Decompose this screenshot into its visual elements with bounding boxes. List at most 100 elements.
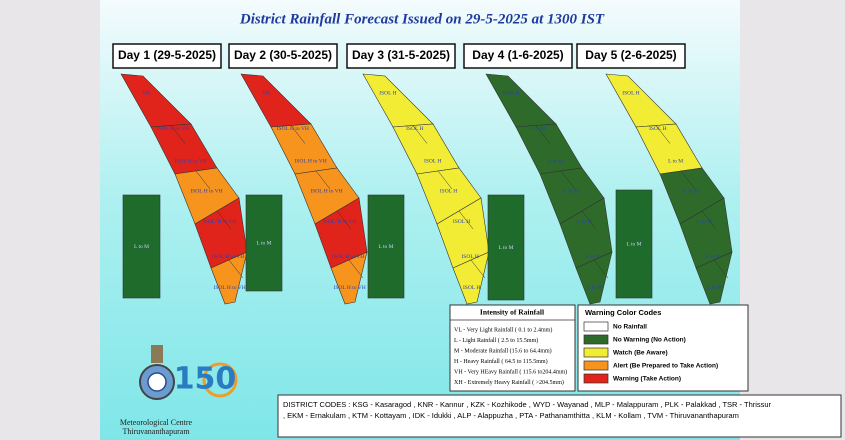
district-label: L to M — [586, 254, 601, 260]
district-label: ISOL H — [463, 285, 480, 291]
district-label: ISOL H to VH — [310, 188, 342, 194]
district-border — [348, 259, 364, 279]
island-label: L to M — [498, 245, 513, 251]
district-border — [655, 125, 671, 144]
district-label: ISOL H to VH — [295, 159, 327, 165]
district-label: ISOL H — [502, 90, 519, 96]
warning-label: Warning (Take Action) — [613, 376, 681, 383]
day-header-box — [576, 43, 686, 69]
island-label: L to M — [626, 241, 641, 247]
warning-label: No Warning (No Action) — [613, 337, 686, 344]
district-label: VH — [142, 90, 150, 96]
district-border — [290, 125, 306, 144]
district-label: L to M — [577, 219, 592, 225]
district-label: L to M — [668, 159, 683, 165]
district-border — [315, 170, 331, 190]
district-border — [458, 210, 474, 230]
district-zone — [695, 251, 733, 305]
district-label: ISOL H — [649, 126, 666, 132]
district-codes: DISTRICT CODES : KSG - Kasaragod , KNR -… — [283, 400, 772, 409]
district-border — [470, 259, 486, 279]
island-label: L to M — [134, 244, 149, 250]
district-border — [593, 259, 609, 279]
island-zone — [615, 189, 653, 299]
intensity-title: Intensity of Rainfall — [480, 308, 544, 317]
district-zone — [210, 251, 248, 305]
district-label: L to M — [587, 285, 602, 291]
island-zone — [122, 194, 161, 299]
warning-swatch — [583, 321, 609, 332]
intensity-item: VH - Very HEavy Rainfall ( 115.6 to204.4… — [454, 368, 567, 375]
district-label: L to M — [684, 188, 699, 194]
district-label: ISOL H — [379, 90, 396, 96]
island-zone — [245, 194, 283, 292]
district-label: ISOL H to VH — [190, 188, 222, 194]
district-border — [713, 259, 729, 279]
district-label: L to M — [707, 285, 722, 291]
warning-title: Warning Color Codes — [585, 308, 661, 317]
district-border — [535, 125, 551, 144]
anniversary-ring — [202, 362, 238, 398]
intensity-item: H - Heavy Rainfall ( 64.5 to 115.5mm) — [454, 358, 548, 365]
anniversary-logo: 150 — [174, 362, 237, 397]
district-label: L to M — [706, 254, 721, 260]
district-border — [560, 170, 576, 190]
warning-swatch — [583, 360, 609, 371]
day-header: Day 2 (30-5-2025) — [234, 48, 332, 62]
warning-label: Alert (Be Prepared to Take Action) — [613, 363, 718, 370]
district-label: ISOL H — [424, 159, 441, 165]
day-header: Day 4 (1-6-2025) — [472, 48, 563, 62]
warning-swatch — [583, 373, 609, 384]
district-zone — [330, 251, 368, 305]
warning-label: Watch (Be Aware) — [613, 350, 668, 357]
district-zone — [575, 251, 613, 305]
district-label: ISOL H — [461, 254, 478, 260]
district-border — [437, 170, 453, 190]
district-border — [336, 210, 352, 230]
district-border — [680, 170, 696, 190]
district-label: ISOL H — [453, 219, 470, 225]
district-label: ISOL H to VH — [214, 285, 246, 291]
title: District Rainfall Forecast Issued on 29-… — [239, 11, 605, 27]
intensity-item: L - Light Rainfall ( 2.5 to 15.5mm) — [454, 337, 538, 344]
district-label: ISOL H to VH — [334, 285, 366, 291]
district-label: ISOL 'H to VH — [323, 219, 356, 225]
district-label: ISOL H to VH — [277, 126, 309, 132]
district-border — [412, 125, 428, 144]
day-header: Day 5 (2-6-2025) — [585, 48, 676, 62]
island-zone — [487, 194, 525, 301]
district-border — [195, 170, 211, 190]
district-label: L to M — [564, 188, 579, 194]
warning-label: No Rainfall — [613, 324, 647, 331]
day-header-box — [228, 43, 338, 69]
day-header-box — [346, 43, 456, 69]
intensity-box — [449, 304, 576, 392]
intensity-item: VL - Very Light Rainfall ( 0.1 to 2.4mm) — [454, 326, 552, 333]
org-name: Meteorological Centre — [120, 418, 193, 427]
district-zone — [452, 251, 490, 305]
district-label: L to M — [548, 159, 563, 165]
island-label: L to M — [256, 240, 271, 246]
district-border — [701, 210, 717, 230]
day-header-box — [463, 43, 573, 69]
warning-swatch — [583, 347, 609, 358]
day-header: Day 3 (31-5-2025) — [352, 48, 450, 62]
district-label: L to M — [697, 219, 712, 225]
district-label: VH — [262, 90, 270, 96]
district-label: ISOL H to VH — [175, 159, 207, 165]
island-label: L to M — [378, 244, 393, 250]
district-label: ISOL 'H to VH — [203, 219, 236, 225]
warning-swatch — [583, 334, 609, 345]
emblem — [139, 345, 175, 400]
district-label: ISOL H to VH — [157, 126, 189, 132]
district-border — [581, 210, 597, 230]
district-border — [216, 210, 232, 230]
district-codes: , EKM - Ernakulam , KTM - Kottayam , IDK… — [283, 411, 739, 420]
island-zone — [367, 194, 405, 299]
day-header: Day 1 (29-5-2025) — [118, 48, 216, 62]
district-label: ISOL H — [622, 90, 639, 96]
district-border — [170, 125, 186, 144]
district-label: L to M — [530, 126, 545, 132]
district-border — [228, 259, 244, 279]
